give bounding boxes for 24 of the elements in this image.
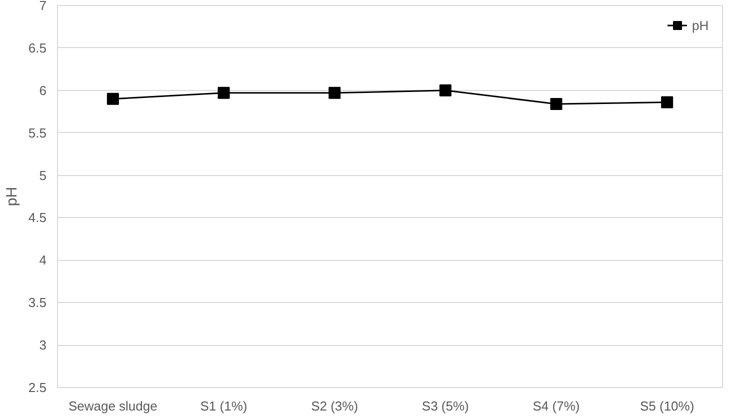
point <box>661 96 674 108</box>
y-tick-label: 5.5 <box>28 125 47 140</box>
y-tick-label: 6.5 <box>28 40 47 56</box>
y-tick-label: 3.5 <box>28 295 47 310</box>
x-tick-label: S3 (5%) <box>422 398 469 414</box>
y-axis-title: pH <box>3 186 20 206</box>
x-tick-label: S1 (1%) <box>200 398 248 414</box>
y-tick-label: 4 <box>39 252 47 268</box>
y-tick-label: 6 <box>39 82 47 98</box>
y-tick-label: 7 <box>39 0 47 13</box>
x-tick-label: S4 (7%) <box>532 398 580 414</box>
legend-label: pH <box>692 18 710 32</box>
point <box>106 92 119 105</box>
x-tick-label: S5 (10%) <box>640 398 694 414</box>
x-tick-label: Sewage sludge <box>68 398 158 414</box>
point <box>439 84 452 96</box>
point <box>328 86 341 99</box>
y-tick-label: 3 <box>39 338 47 353</box>
point <box>550 98 562 110</box>
y-tick-label: 4.5 <box>28 210 47 226</box>
y-tick-label: 2.5 <box>28 380 47 395</box>
point <box>218 86 230 99</box>
y-tick-label: 5 <box>39 168 47 183</box>
x-tick-label: S2 (3%) <box>311 398 358 414</box>
